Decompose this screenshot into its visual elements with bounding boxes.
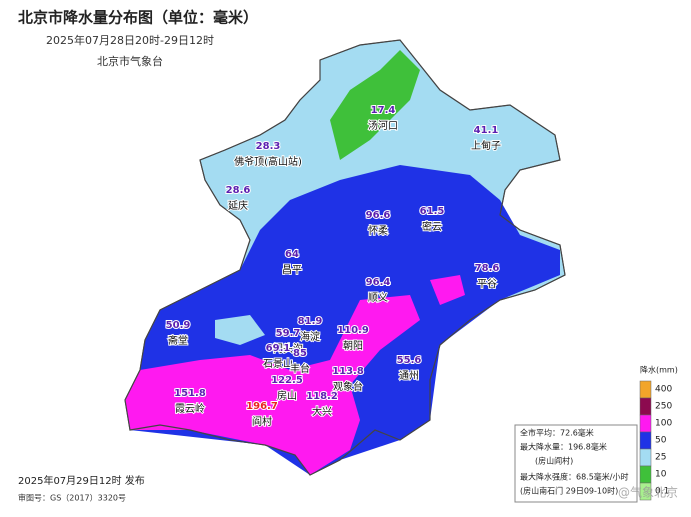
station-name: 密云 (422, 220, 442, 233)
station-value: 41.1 (474, 125, 499, 136)
legend-label: 100 (655, 419, 672, 429)
station-value: 81.9 (298, 316, 323, 327)
stations: 17.4 汤河口 41.1 上甸子 28.3 佛爷顶(高山站) 28.6 延庆 96.6 怀柔 61… (165, 104, 502, 429)
zone-100 (125, 295, 420, 475)
station-name: 佛爷顶(高山站) (234, 155, 302, 168)
station-name: 观象台 (333, 380, 363, 393)
legend-swatch (639, 482, 652, 501)
station-name: 通州 (399, 370, 419, 382)
legend-swatch (639, 465, 652, 484)
station-name: 平谷 (477, 278, 497, 290)
station-name: 上甸子 (471, 139, 501, 152)
legend-label: 10 (655, 470, 667, 480)
stat-line: (房山南石门 29日09-10时) (520, 486, 618, 496)
station-name: 霞云岭 (175, 402, 205, 415)
legend-swatch (639, 414, 652, 433)
station-name: 延庆 (228, 199, 248, 212)
title: 北京市降水量分布图（单位：毫米） (18, 9, 258, 27)
station-name: 门头沟 (273, 342, 303, 355)
station-name: 海淀 (300, 330, 320, 343)
station-value: 78.6 (475, 263, 500, 274)
station-name: 阎村 (252, 415, 272, 428)
station-value: 96.6 (366, 210, 391, 221)
station-value: 28.3 (256, 141, 281, 152)
station-name: 房山 (277, 389, 297, 402)
watermark: @气象北京 (618, 485, 678, 500)
zone-100-east (430, 275, 465, 305)
stat-line: 全市平均：72.6毫米 (520, 428, 594, 438)
station-name: 昌平 (282, 264, 302, 276)
station-value: 17.4 (371, 105, 396, 116)
stat-line: (房山阎村) (535, 456, 573, 466)
legend-label: 400 (655, 385, 672, 395)
station-value: 122.5 (271, 375, 303, 386)
station-value: 61.5 (420, 206, 445, 217)
legend-swatch (639, 431, 652, 450)
stats-box (514, 424, 638, 503)
station-value: 28.6 (226, 185, 251, 196)
stat-line: 最大降水量：196.8毫米 (520, 442, 607, 452)
legend-swatch (639, 380, 652, 399)
station-value: 110.9 (337, 325, 369, 336)
legend-swatch (639, 448, 652, 467)
station-value: 96.4 (366, 277, 391, 288)
station-value: 85 (293, 348, 307, 359)
approval: 审图号：GS（2017）3320号 (18, 493, 126, 503)
station-value: 151.8 (174, 388, 206, 399)
station-value: 50.9 (166, 320, 191, 331)
station-name: 朝阳 (343, 340, 363, 352)
stat-line: 最大降水强度：68.5毫米/小时 (520, 472, 629, 482)
legend-title: 降水(mm) (640, 365, 678, 375)
issuer: 北京市气象台 (97, 54, 163, 68)
subtitle: 2025年07月28日20时-29日12时 (46, 33, 214, 47)
legend-label: 50 (655, 436, 667, 446)
station-name: 丰台 (290, 362, 310, 375)
station-name: 大兴 (312, 405, 332, 418)
station-name: 斋堂 (168, 334, 188, 347)
map-regions (124, 39, 566, 476)
station-value: 64 (285, 249, 299, 260)
station-value: 196.7 (246, 401, 278, 412)
station-name: 石景山 (263, 358, 293, 370)
legend-label: 250 (655, 402, 672, 412)
station-value: 113.8 (332, 366, 364, 377)
zone-25-patch (215, 315, 265, 345)
station-name: 汤河口 (368, 119, 398, 132)
station-value: 69.1 (266, 343, 291, 354)
border (124, 39, 566, 476)
zone-10 (330, 50, 420, 160)
station-name: 怀柔 (368, 225, 388, 237)
legend: 400 250 100 50 25 10 0.1 (639, 380, 672, 501)
legend-label: 25 (655, 453, 666, 463)
issued: 2025年07月29日12时 发布 (18, 474, 145, 487)
station-value: 55.6 (397, 355, 422, 366)
station-name: 顺义 (368, 292, 388, 304)
station-value: 59.7 (276, 328, 301, 339)
station-value: 118.2 (306, 391, 338, 402)
legend-swatch (639, 397, 652, 416)
legend-label: 0.1 (655, 487, 669, 497)
